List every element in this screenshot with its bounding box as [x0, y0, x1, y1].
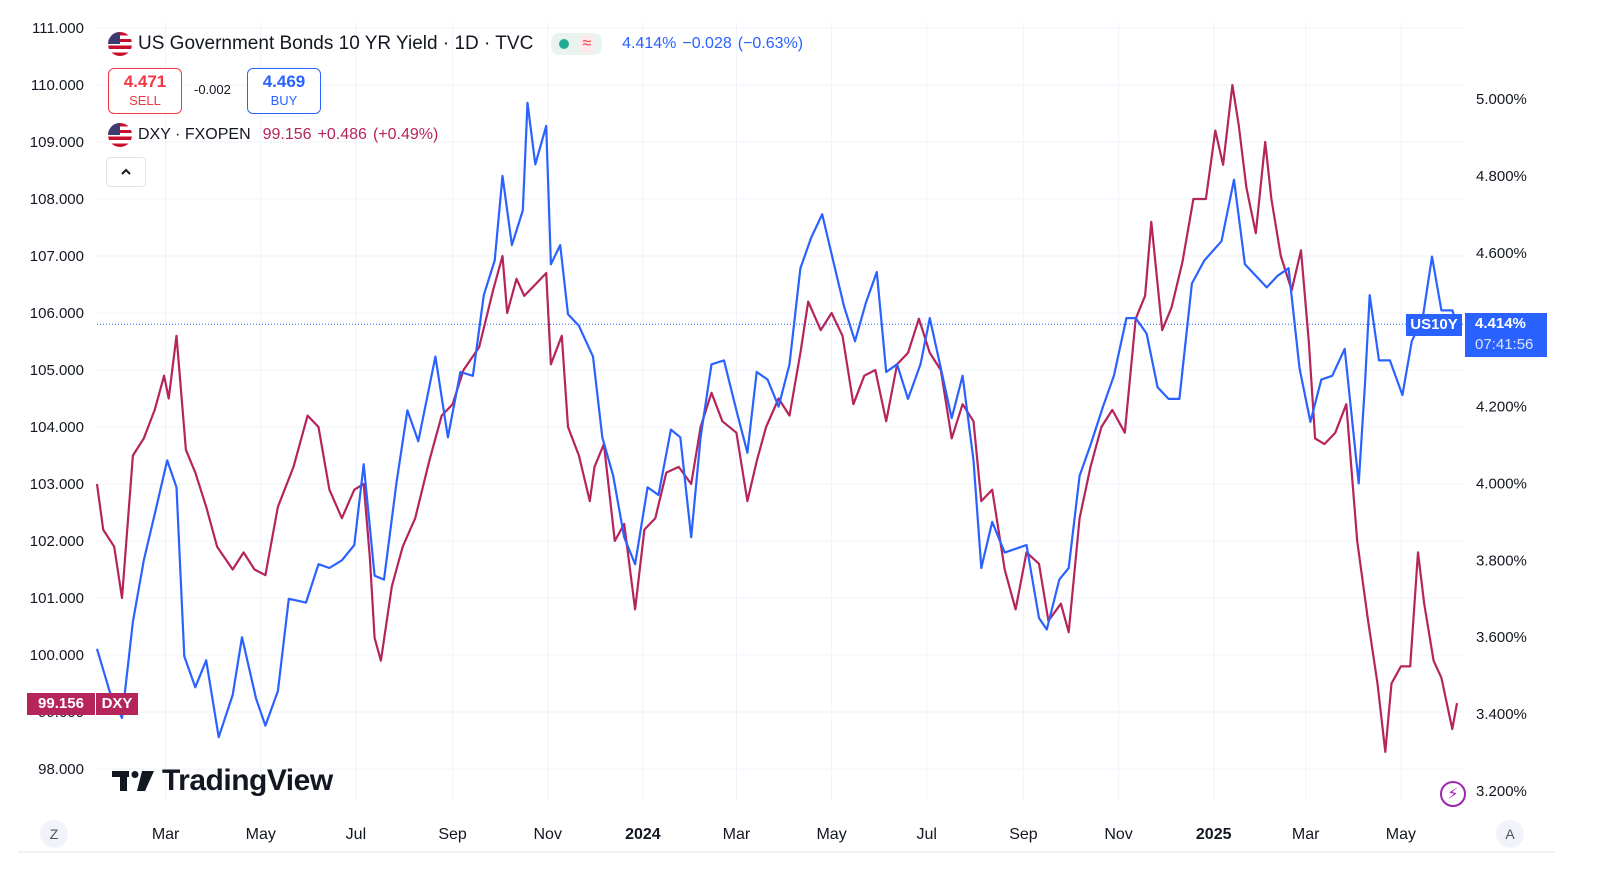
buy-label: BUY: [270, 93, 298, 108]
right-axis-tick-label: 4.800%: [1476, 168, 1527, 185]
left-axis-tick-label: 108.000: [30, 191, 84, 208]
right-price-axis[interactable]: 5.000%4.800%4.600%4.400%4.200%4.000%3.80…: [1476, 91, 1527, 800]
data-delay-icon: ≈: [579, 35, 595, 53]
left-axis-tick-label: 102.000: [30, 533, 84, 550]
right-axis-tick-label: 4.000%: [1476, 475, 1527, 492]
us-flag-icon: [108, 123, 132, 147]
main-symbol-legend[interactable]: US Government Bonds 10 YR Yield · 1D · T…: [108, 32, 803, 56]
us10y-name-tag: US10Y: [1406, 314, 1462, 336]
left-axis-tick-label: 106.000: [30, 305, 84, 322]
time-axis-tick-label: May: [816, 826, 846, 843]
tradingview-logo[interactable]: TradingView: [112, 764, 333, 798]
us10y-price: 4.414%: [1475, 315, 1526, 332]
us-flag-icon: [108, 32, 132, 56]
right-axis-tick-label: 4.200%: [1476, 399, 1527, 416]
market-open-dot-icon: [559, 39, 570, 49]
time-axis-tick-label: 2024: [625, 826, 661, 843]
compare-symbol-legend[interactable]: DXY · FXOPEN 99.156 +0.486 (+0.49%): [108, 123, 438, 147]
time-axis-tick-label: May: [1386, 826, 1416, 843]
right-axis-tick-label: 3.800%: [1476, 552, 1527, 569]
time-axis-tick-label: Jul: [346, 826, 366, 843]
series-line-dxy[interactable]: [95, 83, 1459, 754]
sell-button[interactable]: 4.471 SELL: [108, 68, 182, 114]
auto-scale-left-button[interactable]: Z: [40, 820, 68, 848]
buy-price: 4.469: [262, 72, 306, 91]
time-axis-tick-label: Mar: [1292, 826, 1320, 843]
left-axis-tick-label: 104.000: [30, 419, 84, 436]
compare-change: +0.486: [317, 126, 367, 143]
left-axis-tick-label: 105.000: [30, 362, 84, 379]
main-change-pct: (−0.63%): [737, 35, 804, 52]
main-change: −0.028: [682, 35, 732, 52]
time-axis-tick-label: May: [246, 826, 276, 843]
main-price: 4.414%: [622, 35, 677, 52]
left-axis-tick-label: 103.000: [30, 476, 84, 493]
time-axis-tick-label: Sep: [438, 826, 467, 843]
left-axis-tick-label: 109.000: [30, 134, 84, 151]
compare-price: 99.156: [262, 126, 312, 143]
time-axis-tick-label: Mar: [723, 826, 751, 843]
bar-countdown: 07:41:56: [1475, 336, 1534, 353]
sell-label: SELL: [129, 93, 161, 108]
series-layer: [95, 83, 1459, 754]
left-axis-tick-label: 100.000: [30, 647, 84, 664]
time-axis-tick-label: 2025: [1196, 826, 1232, 843]
time-axis-tick-label: Nov: [1104, 826, 1132, 843]
us10y-price-tag: 4.414% 07:41:56: [1465, 313, 1547, 357]
auto-scale-right-button[interactable]: A: [1496, 820, 1524, 848]
dxy-name-tag: DXY: [96, 693, 138, 715]
left-axis-tick-label: 101.000: [30, 590, 84, 607]
right-axis-tick-label: 3.400%: [1476, 706, 1527, 723]
spread-value: -0.002: [194, 82, 231, 97]
sell-price: 4.471: [123, 72, 167, 91]
chevron-up-icon: [121, 168, 131, 175]
right-axis-tick-label: 3.600%: [1476, 629, 1527, 646]
time-axis-tick-label: Mar: [152, 826, 180, 843]
right-axis-tick-label: 5.000%: [1476, 91, 1527, 108]
compare-change-pct: (+0.49%): [372, 126, 439, 143]
lightning-icon[interactable]: ⚡: [1440, 781, 1466, 807]
time-axis-tick-label: Jul: [916, 826, 936, 843]
legend-collapse-button[interactable]: [106, 157, 146, 187]
left-axis-tick-label: 98.000: [38, 761, 84, 778]
main-symbol-title[interactable]: US Government Bonds 10 YR Yield · 1D · T…: [138, 33, 534, 54]
compare-symbol-title[interactable]: DXY · FXOPEN: [138, 126, 251, 143]
left-axis-tick-label: 110.000: [31, 77, 84, 94]
series-line-us10y[interactable]: [95, 101, 1459, 739]
left-axis-tick-label: 107.000: [30, 248, 84, 265]
tradingview-logo-icon: [112, 771, 154, 791]
time-axis[interactable]: Mar May Jul Sep Nov 2024 Mar May Jul Sep Nov 2025 Ma…: [152, 826, 1416, 843]
logo-text: TradingView: [162, 764, 333, 797]
left-price-axis[interactable]: 111.000 110.000 109.000 108.000 107.000 106.0…: [30, 20, 84, 778]
time-axis-tick-label: Nov: [534, 826, 562, 843]
right-axis-tick-label: 4.600%: [1476, 245, 1527, 262]
right-axis-tick-label: 3.200%: [1476, 783, 1527, 800]
dxy-price-tag: 99.156: [27, 693, 95, 715]
time-axis-tick-label: Sep: [1009, 826, 1038, 843]
left-axis-tick-label: 111.000: [32, 20, 84, 37]
market-status-pill[interactable]: ≈: [551, 33, 603, 55]
buy-button[interactable]: 4.469 BUY: [247, 68, 321, 114]
